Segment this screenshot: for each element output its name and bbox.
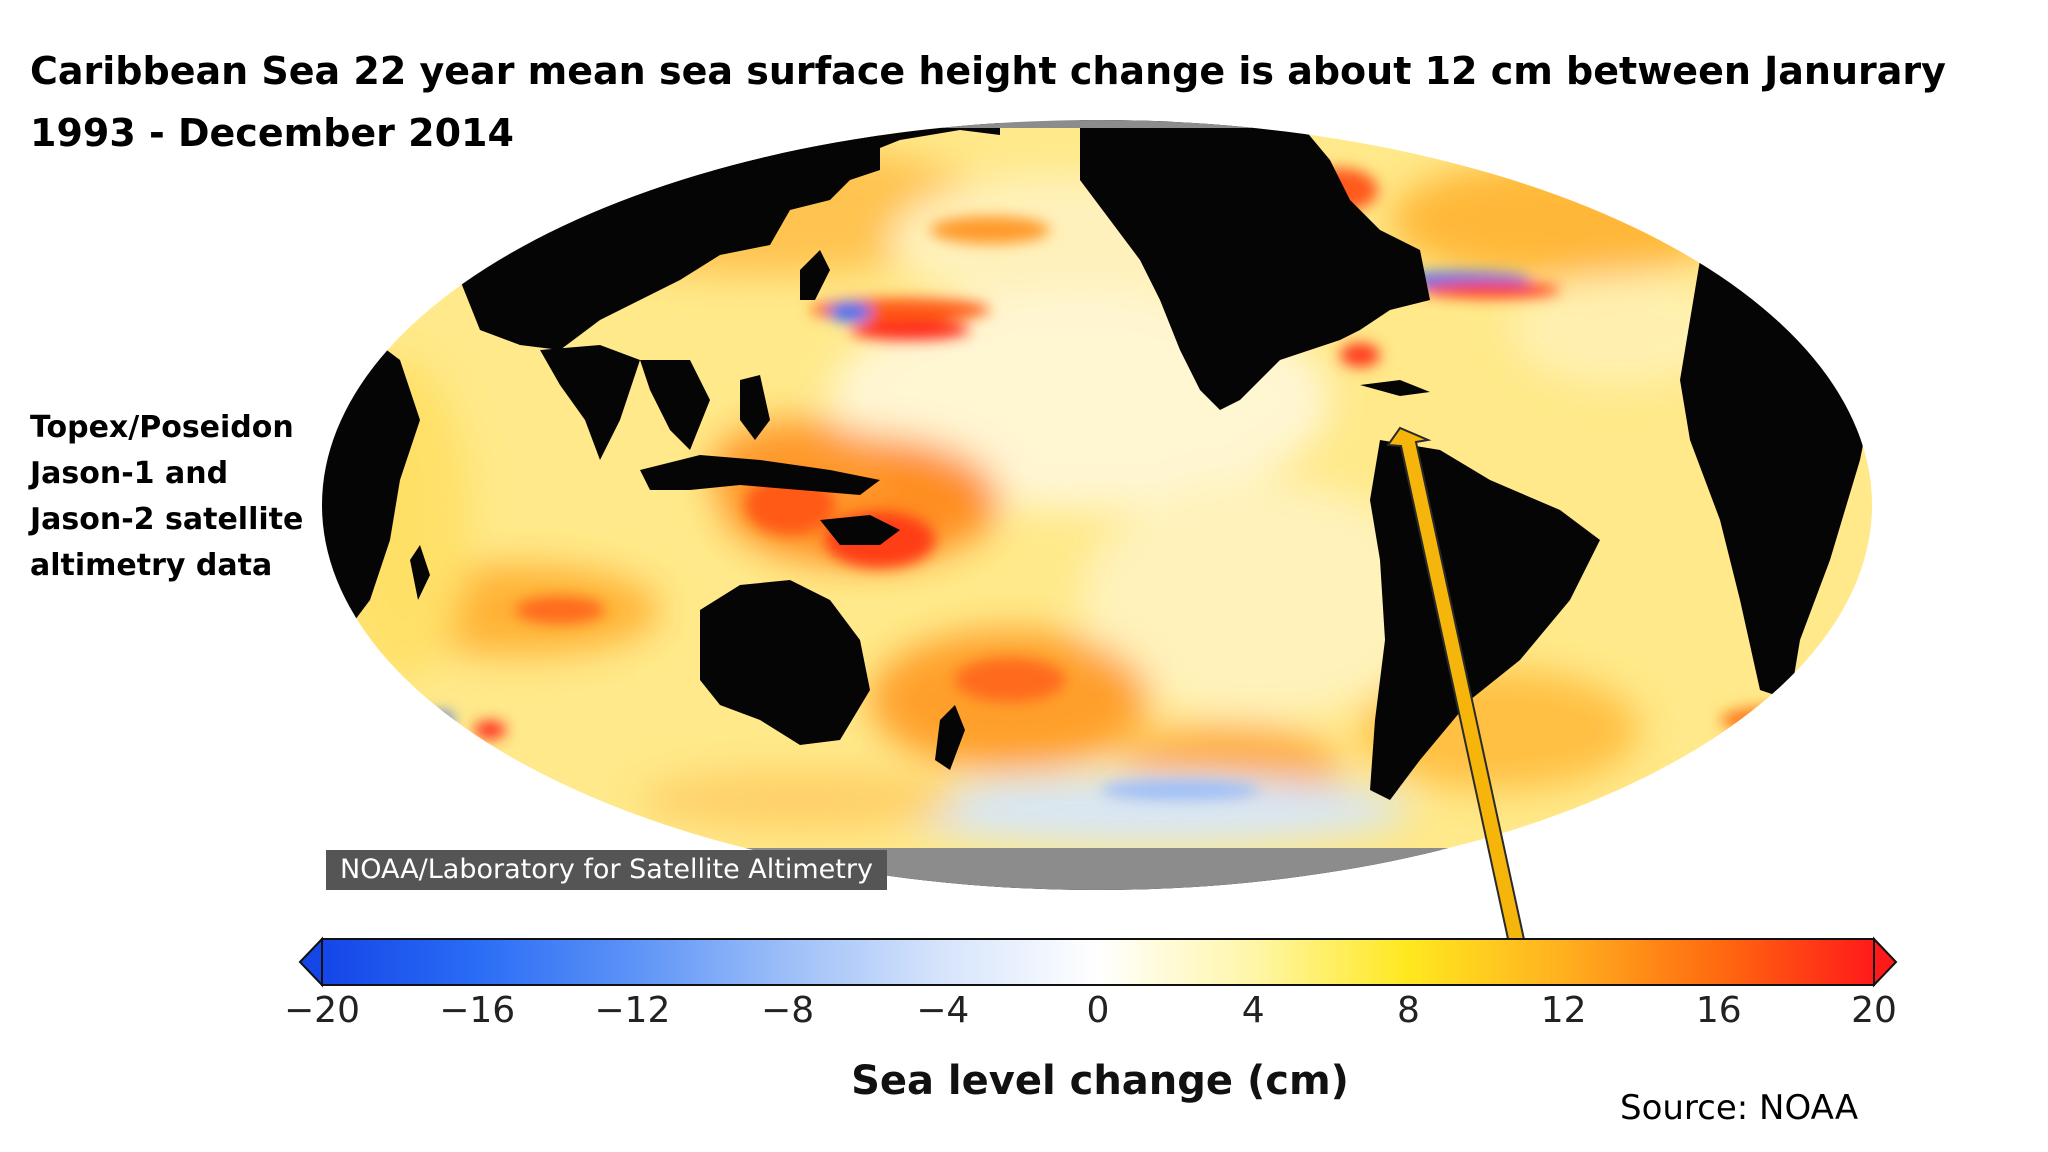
side-note-line: Jason-1 and bbox=[30, 456, 229, 491]
colorbar-gradient bbox=[321, 938, 1875, 986]
colorbar-min-extension bbox=[298, 936, 323, 988]
greenland-land bbox=[1580, 120, 1700, 190]
new-guinea-land bbox=[820, 515, 900, 545]
data-source-note: Topex/Poseidon Jason-1 and Jason-2 satel… bbox=[30, 405, 330, 589]
side-note-line: Jason-2 satellite bbox=[30, 502, 304, 537]
colorbar-max-extension bbox=[1873, 936, 1898, 988]
arctic-no-data bbox=[322, 120, 1872, 128]
philippines-land bbox=[740, 375, 770, 440]
colorbar-tick-label: 0 bbox=[1086, 990, 1110, 1031]
colorbar-tick-label: −20 bbox=[284, 990, 360, 1031]
colorbar-tick-label: 20 bbox=[1851, 990, 1897, 1031]
side-note-line: Topex/Poseidon bbox=[30, 410, 294, 445]
new-zealand-land bbox=[935, 705, 965, 770]
indonesia-land bbox=[640, 455, 880, 495]
colorbar-tick-label: −16 bbox=[439, 990, 516, 1031]
colorbar-tick-label: −4 bbox=[916, 990, 970, 1031]
australia-land bbox=[700, 580, 870, 745]
japan-land bbox=[800, 250, 830, 300]
side-note-line: altimetry data bbox=[30, 548, 273, 583]
cuba-land bbox=[1360, 380, 1430, 396]
map-credit: NOAA/Laboratory for Satellite Altimetry bbox=[326, 850, 887, 890]
indochina-land bbox=[640, 360, 710, 450]
madagascar-land bbox=[410, 545, 430, 600]
slide-title: Caribbean Sea 22 year mean sea surface h… bbox=[30, 49, 1946, 155]
colorbar-tick-label: 4 bbox=[1241, 990, 1265, 1031]
india-land bbox=[540, 345, 640, 460]
colorbar-tick-label: 12 bbox=[1540, 990, 1587, 1031]
colorbar-tick-label: −8 bbox=[761, 990, 815, 1031]
colorbar-title: Sea level change (cm) bbox=[851, 1058, 1349, 1104]
source-note: Source: NOAA bbox=[1620, 1088, 1859, 1128]
map-globe bbox=[322, 120, 1872, 890]
north-america-land bbox=[1080, 120, 1430, 410]
colorbar bbox=[298, 936, 1898, 988]
colorbar-tick-label: −12 bbox=[594, 990, 671, 1031]
colorbar-tick-label: 16 bbox=[1695, 990, 1742, 1031]
sea-level-anomalies bbox=[330, 145, 1840, 845]
colorbar-tick-label: 8 bbox=[1396, 990, 1420, 1031]
